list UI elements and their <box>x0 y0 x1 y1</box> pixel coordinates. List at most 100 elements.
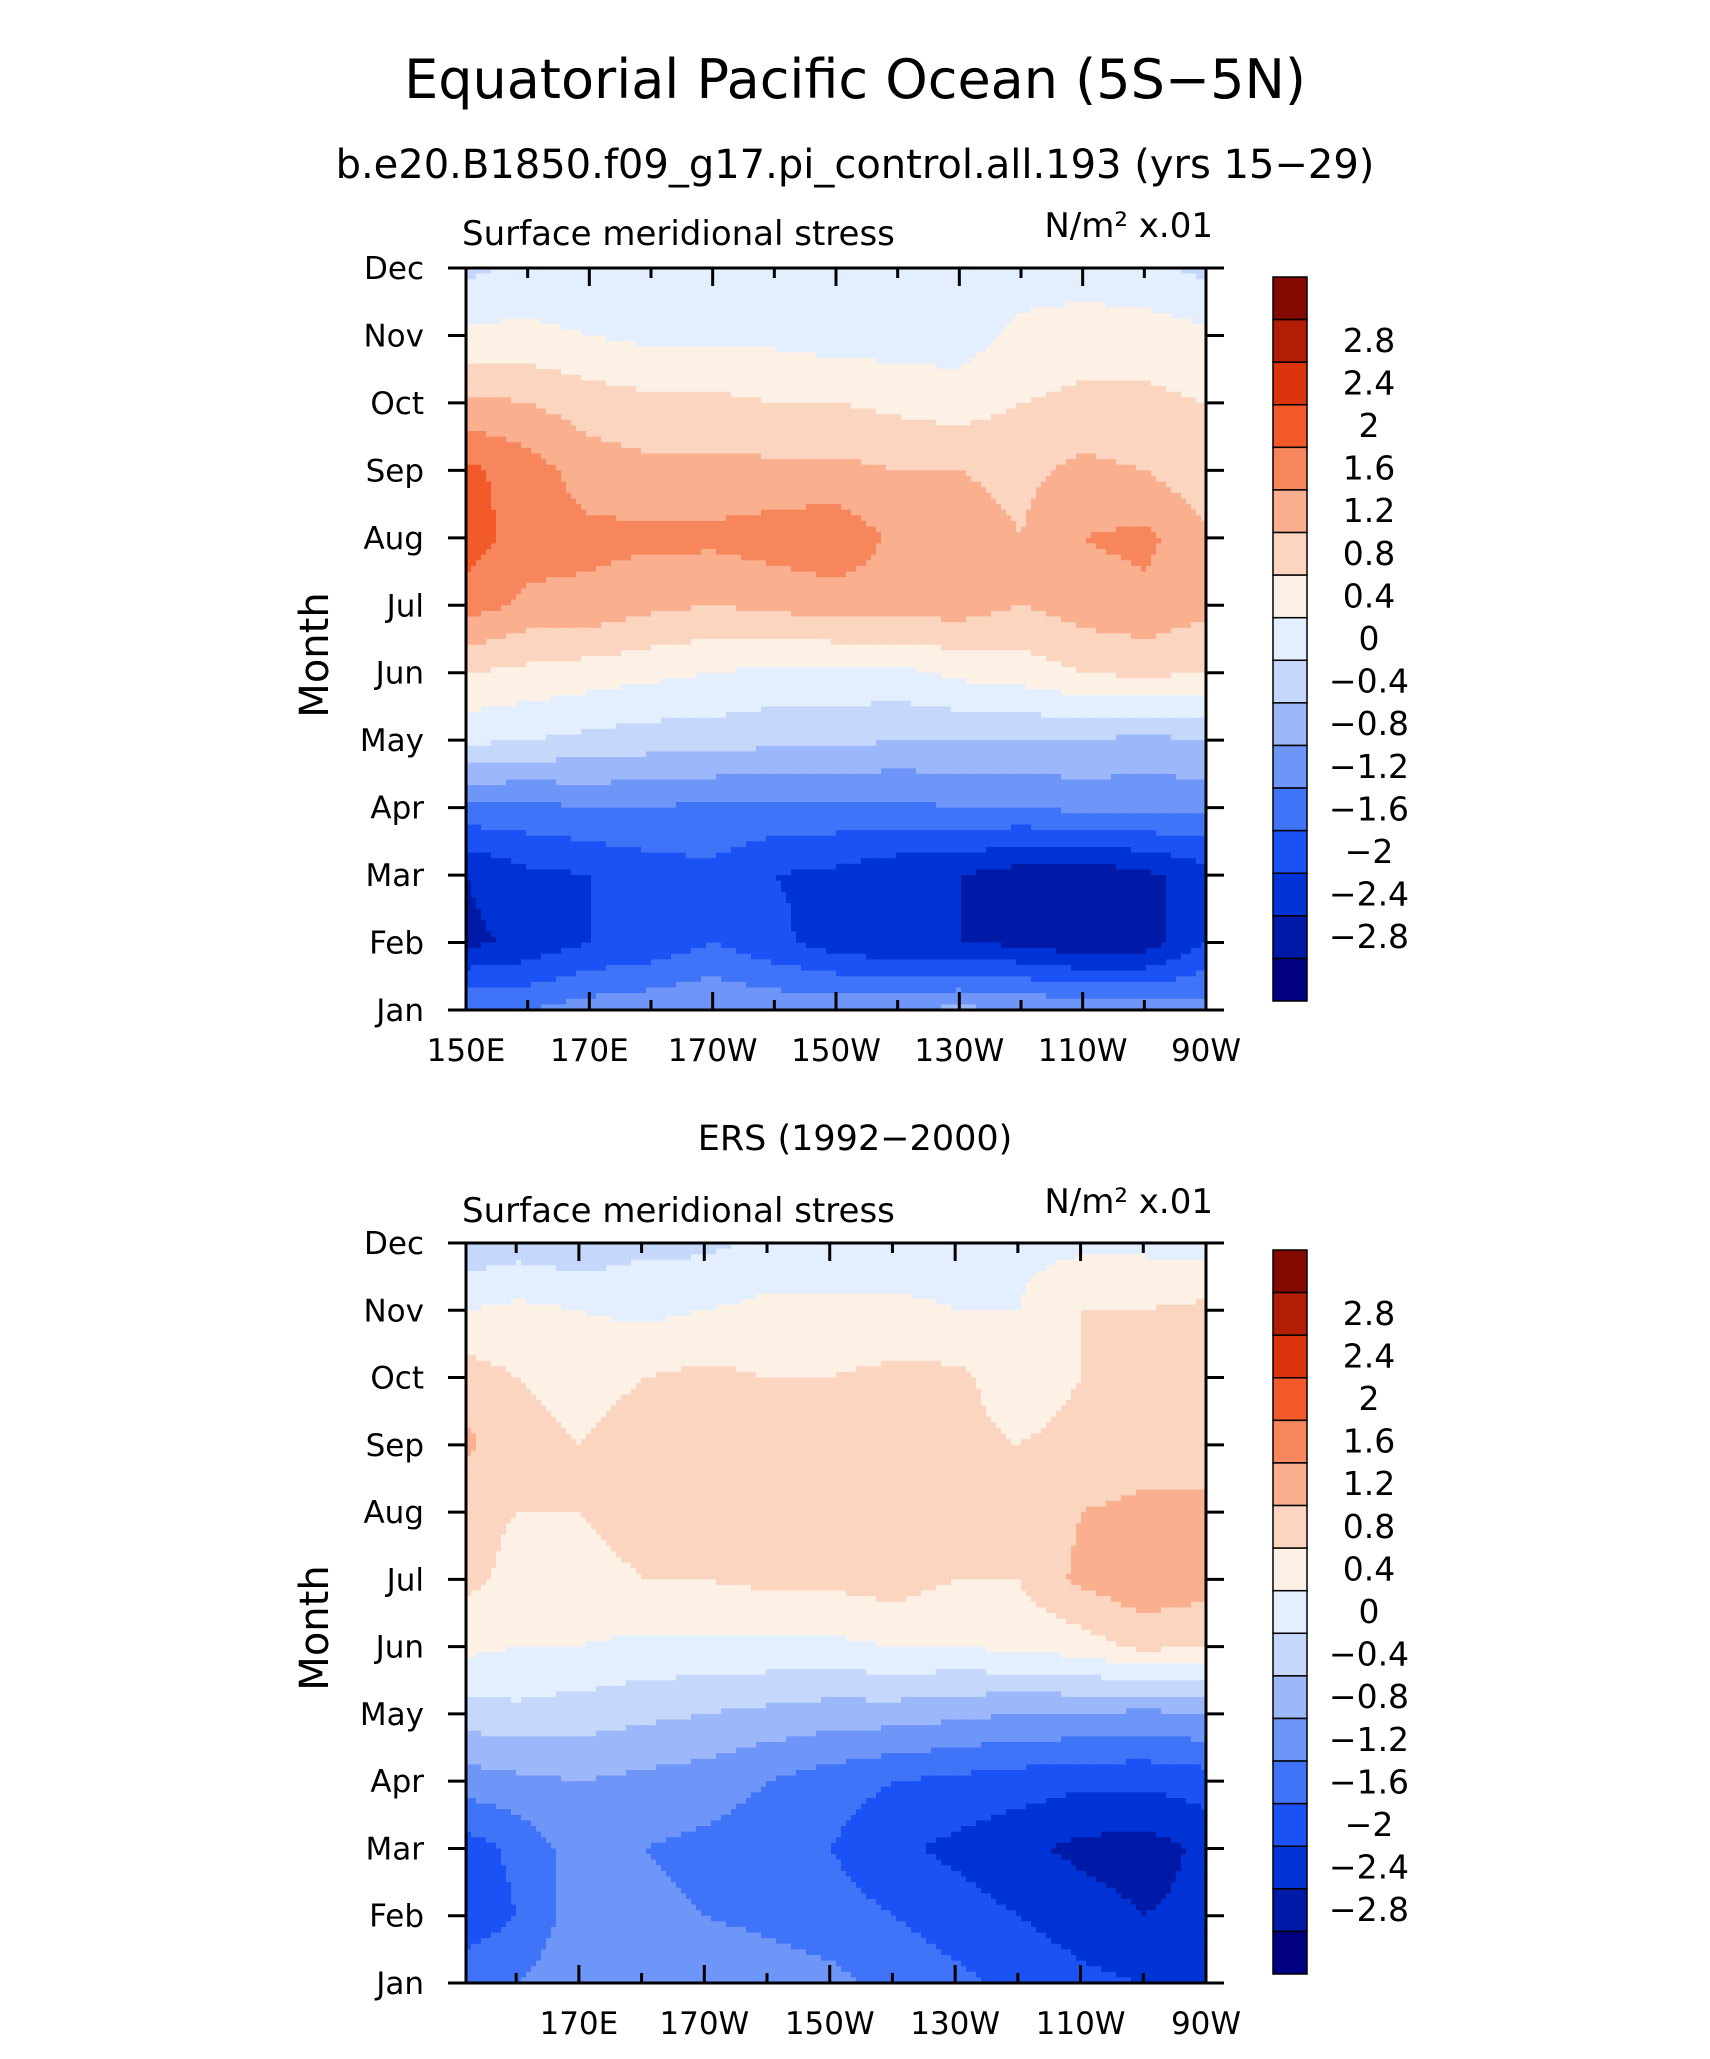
contour-cell <box>581 302 587 308</box>
contour-cell <box>941 274 947 280</box>
contour-cell <box>1056 279 1062 285</box>
contour-cell <box>981 307 987 313</box>
contour-cell <box>901 285 907 291</box>
contour-cell <box>871 290 877 296</box>
contour-cell <box>826 296 832 302</box>
contour-cell <box>1071 290 1077 296</box>
contour-cell <box>816 290 822 296</box>
contour-cell <box>1006 307 1012 313</box>
contour-cell <box>751 313 757 319</box>
contour-cell <box>981 296 987 302</box>
contour-cell <box>521 296 527 302</box>
contour-cell <box>756 313 762 319</box>
contour-cell <box>541 279 547 285</box>
contour-cell <box>1166 285 1172 291</box>
contour-cell <box>551 290 557 296</box>
contour-cell <box>1041 296 1047 302</box>
contour-cell <box>821 285 827 291</box>
contour-cell <box>881 285 887 291</box>
contour-cell <box>931 290 937 296</box>
contour-cell <box>1156 313 1162 319</box>
contour-cell <box>1111 313 1117 319</box>
contour-cell <box>1116 313 1122 319</box>
contour-cell <box>1066 285 1072 291</box>
contour-cell <box>1081 302 1087 308</box>
contour-cell <box>471 290 477 296</box>
contour-cell <box>1091 313 1097 319</box>
contour-cell <box>1006 302 1012 308</box>
contour-cell <box>771 279 777 285</box>
contour-cell <box>731 307 737 313</box>
contour-cell <box>1031 279 1037 285</box>
contour-cell <box>881 296 887 302</box>
contour-cell <box>971 296 977 302</box>
contour-cell <box>686 296 692 302</box>
contour-cell <box>1146 285 1152 291</box>
contour-cell <box>726 302 732 308</box>
contour-cell <box>1011 285 1017 291</box>
contour-cell <box>611 313 617 319</box>
contour-cell <box>471 274 477 280</box>
contour-cell <box>766 279 772 285</box>
contour-cell <box>696 307 702 313</box>
contour-cell <box>916 296 922 302</box>
contour-cell <box>961 313 967 319</box>
contour-cell <box>946 296 952 302</box>
contour-cell <box>576 313 582 319</box>
contour-cell <box>1146 313 1152 319</box>
contour-cell <box>481 296 487 302</box>
contour-cell <box>561 279 567 285</box>
contour-cell <box>1096 313 1102 319</box>
contour-cell <box>591 296 597 302</box>
contour-cell <box>761 279 767 285</box>
contour-cell <box>1171 285 1177 291</box>
contour-cell <box>776 274 782 280</box>
contour-cell <box>1041 279 1047 285</box>
contour-cell <box>611 290 617 296</box>
contour-cell <box>676 285 682 291</box>
contour-cell <box>1061 302 1067 308</box>
contour-cell <box>811 274 817 280</box>
contour-cell <box>1061 274 1067 280</box>
contour-cell <box>891 285 897 291</box>
contour-cell <box>651 290 657 296</box>
contour-cell <box>776 285 782 291</box>
contour-cell <box>941 285 947 291</box>
contour-cell <box>781 290 787 296</box>
contour-cell <box>1161 313 1167 319</box>
contour-cell <box>806 296 812 302</box>
contour-cell <box>1021 285 1027 291</box>
contour-cell <box>581 274 587 280</box>
contour-cell <box>551 296 557 302</box>
contour-cell <box>906 307 912 313</box>
contour-cell <box>741 296 747 302</box>
contour-cell <box>601 274 607 280</box>
contour-cell <box>771 313 777 319</box>
contour-cell <box>581 279 587 285</box>
contour-cell <box>926 296 932 302</box>
contour-cell <box>676 279 682 285</box>
contour-cell <box>1011 279 1017 285</box>
contour-cell <box>761 313 767 319</box>
contour-cell <box>1186 279 1192 285</box>
contour-cell <box>696 290 702 296</box>
contour-cell <box>1006 313 1012 319</box>
contour-cell <box>1096 285 1102 291</box>
contour-cell <box>1191 274 1197 280</box>
contour-cell <box>691 307 697 313</box>
contour-cell <box>1026 313 1032 319</box>
contour-cell <box>1186 307 1192 313</box>
contour-cell <box>1051 274 1057 280</box>
contour-cell <box>1041 290 1047 296</box>
contour-cell <box>1091 307 1097 313</box>
contour-cell <box>981 290 987 296</box>
contour-cell <box>726 285 732 291</box>
contour-cell <box>486 307 492 313</box>
contour-cell <box>1061 296 1067 302</box>
contour-cell <box>831 290 837 296</box>
contour-cell <box>721 313 727 319</box>
contour-cell <box>686 285 692 291</box>
contour-cell <box>631 285 637 291</box>
figure-subtitle: b.e20.B1850.f09_g17.pi_control.all.193 (… <box>336 142 1375 188</box>
contour-cell <box>1001 296 1007 302</box>
